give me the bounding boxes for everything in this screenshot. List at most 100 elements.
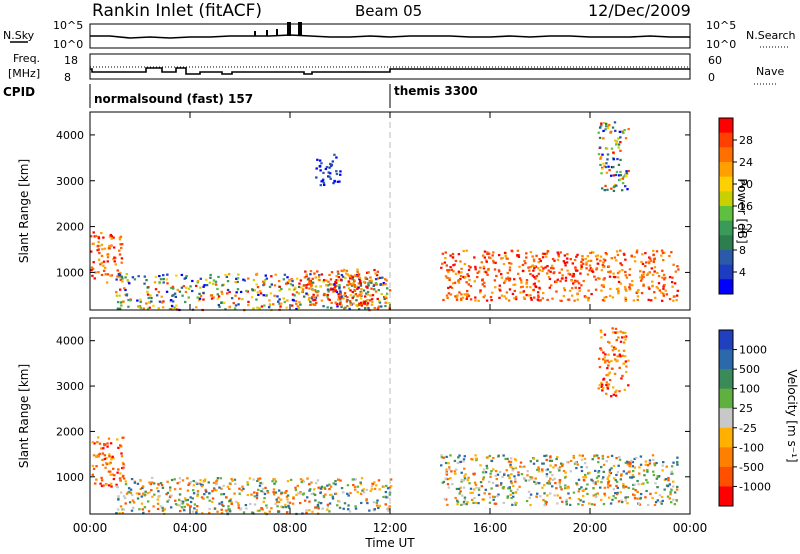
- data-cell: [335, 284, 338, 288]
- data-cell: [513, 475, 516, 478]
- data-cell: [152, 304, 155, 307]
- data-cell: [672, 498, 675, 501]
- data-cell: [122, 495, 126, 498]
- data-cell: [536, 468, 539, 471]
- data-cell: [588, 269, 591, 272]
- data-cell: [236, 280, 239, 284]
- data-cell: [449, 454, 452, 457]
- data-cell: [593, 275, 596, 278]
- data-cell: [263, 497, 266, 500]
- data-cell: [592, 494, 595, 497]
- data-cell: [449, 266, 452, 269]
- data-cell: [451, 256, 455, 259]
- data-cell: [626, 496, 630, 499]
- data-cell: [328, 502, 332, 505]
- data-cell: [494, 261, 497, 264]
- data-cell: [184, 300, 187, 304]
- data-cell: [121, 475, 124, 479]
- data-cell: [147, 510, 151, 513]
- data-cell: [348, 274, 351, 278]
- data-cell: [346, 304, 349, 308]
- data-cell: [110, 274, 113, 277]
- data-cell: [633, 494, 636, 497]
- data-cell: [195, 284, 198, 288]
- data-cell: [584, 476, 588, 479]
- data-cell: [612, 464, 616, 467]
- data-cell: [186, 489, 190, 492]
- data-cell: [562, 260, 566, 263]
- data-cell: [358, 279, 362, 283]
- data-cell: [640, 274, 644, 277]
- data-cell: [481, 254, 485, 257]
- data-cell: [375, 501, 379, 504]
- data-cell: [388, 306, 391, 309]
- data-cell: [279, 305, 282, 308]
- data-cell: [367, 307, 370, 310]
- data-cell: [353, 288, 356, 292]
- data-cell: [351, 478, 354, 481]
- data-cell: [309, 300, 312, 303]
- data-cell: [614, 394, 618, 397]
- data-cell: [493, 268, 497, 271]
- data-cell: [477, 299, 480, 302]
- data-cell: [475, 459, 478, 462]
- data-cell: [192, 479, 195, 483]
- data-cell: [452, 270, 455, 273]
- data-cell: [263, 279, 267, 282]
- data-cell: [584, 296, 588, 299]
- data-cell: [522, 296, 526, 299]
- data-cell: [345, 300, 349, 303]
- data-cell: [580, 284, 583, 287]
- data-cell: [632, 470, 635, 473]
- data-cell: [484, 488, 488, 491]
- data-cell: [577, 282, 581, 285]
- data-cell: [646, 503, 650, 507]
- data-cell: [652, 458, 655, 461]
- data-cell: [477, 487, 481, 490]
- data-cell: [276, 300, 280, 303]
- data-cell: [383, 278, 387, 281]
- data-cell: [446, 483, 450, 486]
- data-cell: [116, 307, 120, 310]
- data-cell: [359, 482, 363, 485]
- data-cell: [521, 263, 525, 267]
- data-cell: [502, 262, 506, 266]
- data-cell: [303, 276, 307, 279]
- data-cell: [202, 285, 205, 288]
- data-cell: [570, 279, 573, 282]
- colorbar-tick-label: 500: [739, 363, 760, 376]
- data-cell: [354, 507, 358, 510]
- data-cell: [96, 436, 100, 439]
- data-cell: [489, 475, 492, 478]
- data-cell: [677, 268, 680, 271]
- data-cell: [122, 477, 126, 480]
- data-cell: [359, 481, 362, 484]
- data-cell: [377, 288, 381, 292]
- data-cell: [264, 274, 267, 277]
- data-cell: [131, 276, 135, 279]
- data-cell: [617, 143, 621, 146]
- data-cell: [541, 297, 545, 300]
- data-cell: [212, 487, 216, 490]
- data-cell: [479, 291, 482, 294]
- data-cell: [600, 122, 603, 125]
- data-cell: [359, 297, 363, 300]
- data-cell: [139, 479, 142, 482]
- data-cell: [316, 270, 319, 273]
- data-cell: [496, 473, 500, 476]
- data-cell: [626, 460, 629, 463]
- data-cell: [463, 477, 467, 480]
- data-cell: [644, 252, 647, 255]
- data-cell: [608, 474, 611, 477]
- data-cell: [664, 276, 667, 279]
- data-cell: [571, 275, 574, 278]
- data-cell: [216, 287, 219, 291]
- data-cell: [199, 277, 203, 280]
- data-cell: [586, 255, 590, 258]
- data-cell: [378, 300, 381, 303]
- data-cell: [180, 502, 183, 505]
- data-cell: [351, 278, 354, 281]
- data-cell: [663, 278, 666, 281]
- data-cell: [581, 262, 585, 265]
